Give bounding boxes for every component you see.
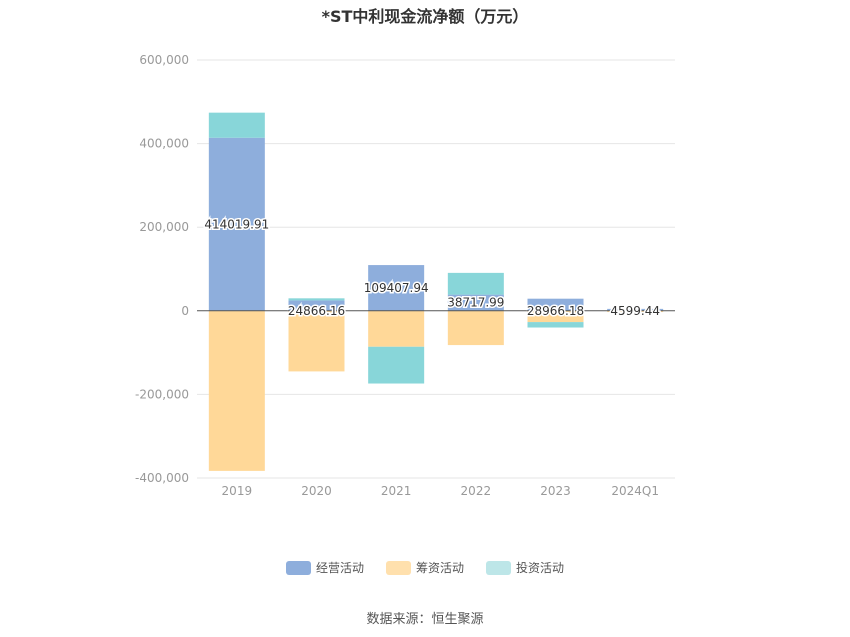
- bar-筹资活动-2021: [368, 310, 425, 347]
- bar-筹资活动-2020: [288, 310, 345, 372]
- grid-lines: [197, 59, 675, 479]
- chart-title: *ST中利现金流净额（万元）: [321, 7, 529, 26]
- bar-经营活动-2024Q1: [607, 308, 664, 311]
- bar-经营活动-2021: [368, 265, 425, 311]
- data-labels: 414019.91 24866.16 109407.94 38717.99 28966.…: [203, 216, 662, 320]
- y-tick-label: 200,000: [139, 220, 189, 234]
- data-label-operating: 414019.91: [204, 217, 269, 231]
- legend-label-financing: 筹资活动: [415, 561, 464, 575]
- axes: 600,000 400,000 200,000 0 -200,000 -400,000 20…: [135, 53, 675, 498]
- x-tick-label: 2024Q1: [611, 484, 659, 498]
- data-label-operating: 28966.18: [527, 304, 584, 318]
- x-tick-label: 2021: [381, 484, 412, 498]
- data-source: 数据来源：恒生聚源: [366, 612, 484, 627]
- bar-投资活动-2020: [288, 298, 345, 301]
- legend-label-investing: 投资活动: [516, 561, 565, 575]
- legend-label-operating: 经营活动: [315, 561, 364, 575]
- legend-item-financing[interactable]: 筹资活动: [385, 559, 464, 576]
- bar-经营活动-2023: [527, 298, 584, 311]
- legend-swatch-operating: [285, 560, 311, 575]
- legend-swatch-financing: [385, 560, 411, 575]
- bar-投资活动-2021: [368, 346, 425, 384]
- bar-筹资活动-2022: [447, 310, 504, 346]
- bars: [208, 112, 664, 471]
- y-tick-label: -400,000: [135, 471, 189, 485]
- legend-swatch-investing: [486, 560, 511, 575]
- bar-筹资活动-2024Q1: [607, 310, 664, 313]
- data-label-operating: 109407.94: [364, 281, 429, 295]
- data-label-operating: 24866.16: [288, 304, 345, 318]
- y-tick-label: -200,000: [135, 387, 189, 401]
- bar-筹资活动-2023: [527, 310, 584, 323]
- bar-筹资活动-2019: [208, 310, 265, 471]
- bar-投资活动-2022: [447, 272, 504, 295]
- x-tick-label: 2020: [301, 484, 332, 498]
- y-tick-label: 400,000: [139, 137, 189, 151]
- data-label-operating: 4599.44: [610, 304, 660, 318]
- bar-经营活动-2020: [288, 300, 345, 311]
- bar-经营活动-2019: [208, 137, 265, 311]
- bar-经营活动-2022: [447, 294, 504, 311]
- bar-投资活动-2019: [208, 112, 265, 138]
- legend: 经营活动 筹资活动 投资活动: [0, 559, 850, 576]
- y-tick-label: 0: [181, 304, 189, 318]
- x-tick-label: 2022: [461, 484, 492, 498]
- bar-投资活动-2023: [527, 322, 584, 328]
- legend-item-investing[interactable]: 投资活动: [486, 559, 564, 576]
- legend-item-operating[interactable]: 经营活动: [285, 559, 364, 576]
- y-tick-label: 600,000: [139, 53, 189, 67]
- data-label-operating: 38717.99: [447, 296, 504, 310]
- x-tick-label: 2019: [222, 484, 253, 498]
- x-tick-label: 2023: [540, 484, 571, 498]
